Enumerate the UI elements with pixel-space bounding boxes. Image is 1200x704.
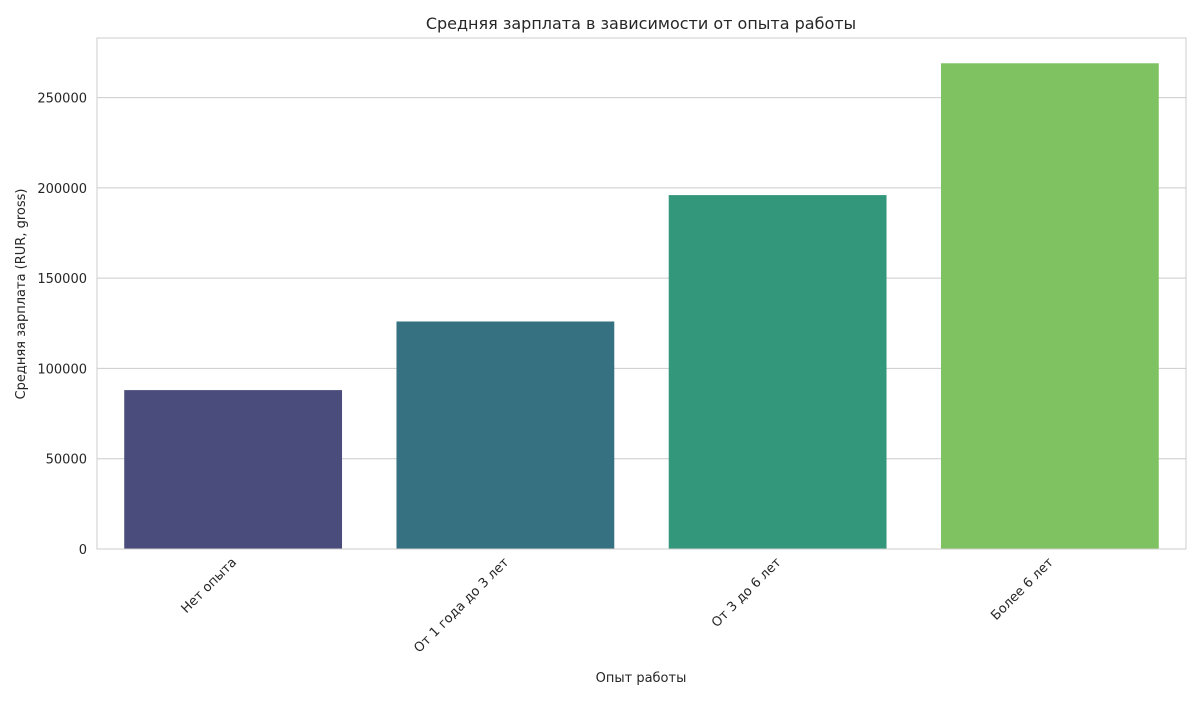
bar (940, 63, 1159, 550)
x-tick-label: Более 6 лет (988, 555, 1057, 624)
x-tick-label: От 1 года до 3 лет (411, 555, 512, 656)
plot-area-frame (96, 37, 1187, 550)
y-tick-label: 100000 (37, 362, 87, 377)
x-axis-label: Опыт работы (596, 671, 687, 686)
chart-title: Средняя зарплата в зависимости от опыта … (426, 14, 856, 33)
y-tick-labels: 0 50000 100000 150000 200000 250000 (37, 92, 87, 558)
y-tick-label: 200000 (37, 182, 87, 197)
x-tick-labels: Нет опыта От 1 года до 3 лет От 3 до 6 лет… (179, 555, 1057, 656)
y-tick-label: 50000 (46, 453, 87, 468)
y-axis-label: Средняя зарплата (RUR, gross) (14, 189, 29, 400)
bar (396, 321, 615, 549)
x-tick-label: Нет опыта (179, 555, 240, 616)
y-tick-label: 0 (79, 543, 87, 558)
bars (124, 63, 1159, 550)
x-tick-label: От 3 до 6 лет (709, 555, 785, 631)
y-tick-label: 150000 (37, 272, 87, 287)
bar (668, 195, 887, 550)
y-tick-label: 250000 (37, 92, 87, 107)
bar (124, 390, 343, 549)
